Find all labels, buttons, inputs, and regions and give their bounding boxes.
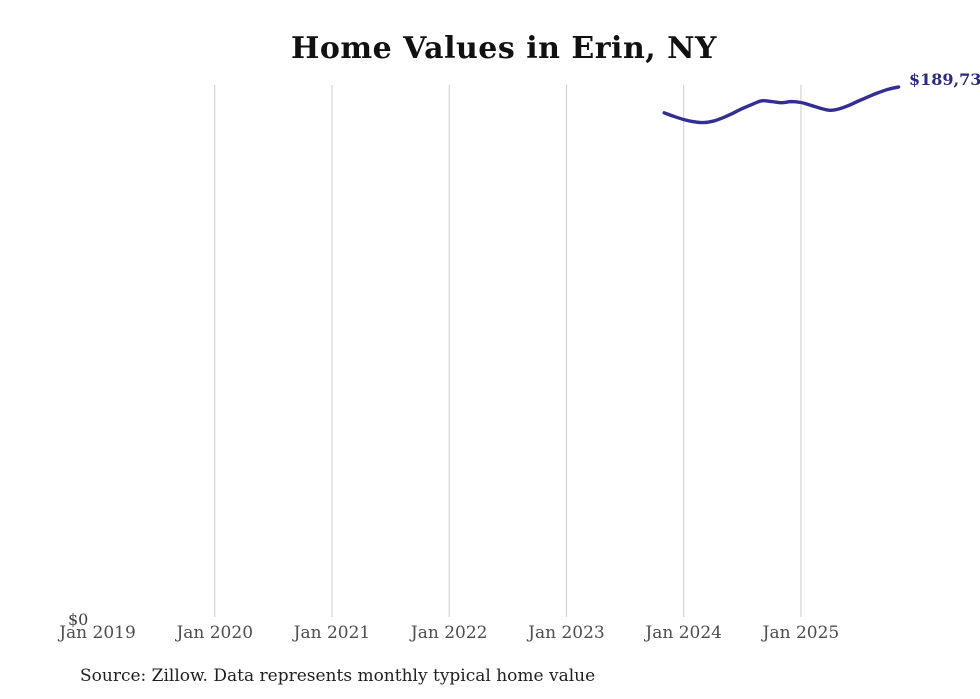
x-axis-tick-label: Jan 2025 [762, 623, 840, 643]
x-axis-tick-label: Jan 2020 [176, 623, 254, 643]
x-axis-tick-label: Jan 2024 [645, 623, 722, 643]
x-axis-tick-label: Jan 2019 [59, 623, 136, 643]
end-value-label: $189,732 [909, 70, 980, 89]
x-axis-tick-label: Jan 2022 [410, 623, 488, 643]
x-axis-tick-label: Jan 2023 [528, 623, 605, 643]
y-axis-zero-label: $0 [68, 610, 89, 629]
source-note: Source: Zillow. Data represents monthly … [80, 666, 596, 686]
chart-title: Home Values in Erin, NY [291, 31, 717, 66]
series-line [662, 85, 901, 125]
x-axis-tick-label: Jan 2021 [293, 623, 371, 643]
